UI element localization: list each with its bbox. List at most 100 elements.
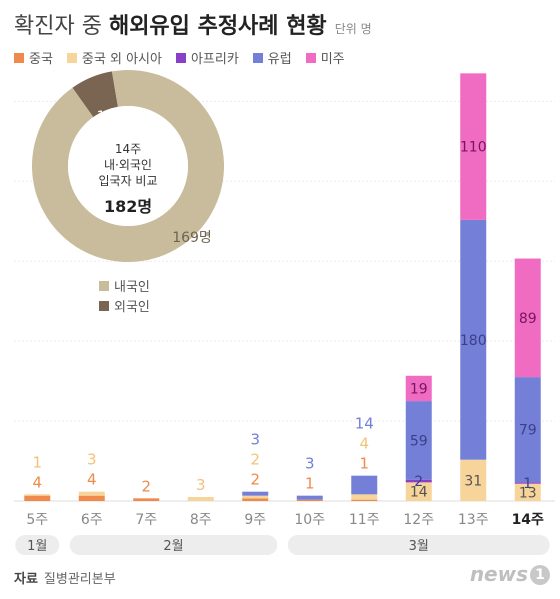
source-label: 자료 <box>14 572 38 587</box>
bar-value-label: 59 <box>410 433 428 449</box>
x-tick-label: 8주 <box>190 512 212 528</box>
bar-value-label: 31 <box>464 473 482 489</box>
bar-segment <box>187 497 214 501</box>
month-pill <box>15 535 60 555</box>
legend-label: 유럽 <box>267 52 292 67</box>
legend-item: 중국 외 아시아 <box>66 48 162 67</box>
pie-legend-swatch <box>99 301 109 311</box>
legend-swatch <box>175 52 186 63</box>
bar-value-label: 79 <box>519 423 537 439</box>
bar-segment <box>78 495 105 501</box>
source-text: 질병관리본부 <box>43 572 116 587</box>
legend-label: 미주 <box>320 52 345 67</box>
legend-label: 아프리카 <box>190 52 239 67</box>
bar-segment <box>405 482 432 501</box>
bar-value-label: 4 <box>359 435 369 453</box>
x-tick-label: 5주 <box>26 512 48 528</box>
source: 자료 질병관리본부 <box>14 568 116 587</box>
bar-segment <box>133 498 160 501</box>
x-tick-label: 6주 <box>81 512 103 528</box>
legend-swatch <box>14 52 24 63</box>
pie-slice-label: 13명 <box>97 109 128 125</box>
bar-segment <box>296 499 323 501</box>
x-tick-label: 11주 <box>349 512 380 528</box>
news1-logo: news 1 <box>470 562 550 586</box>
bar-value-label: 3 <box>196 476 206 494</box>
bar-value-label: 14 <box>355 415 374 433</box>
bar-segment <box>405 479 432 483</box>
month-label: 1월 <box>27 539 47 554</box>
x-tick-label: 13주 <box>458 512 489 528</box>
bar-value-label: 3 <box>87 451 97 469</box>
bar-segment <box>296 495 323 500</box>
legend-label: 중국 외 아시아 <box>81 52 162 67</box>
bar-segment <box>405 401 432 480</box>
legend-swatch <box>305 52 316 63</box>
x-tick-label: 14주 <box>512 512 544 528</box>
bar-segment <box>460 219 487 460</box>
legend-swatch <box>66 52 77 63</box>
chart-title: 확진자 중 해외유입 추정사례 현황 단위 명 <box>14 8 372 40</box>
legend-swatch <box>252 52 263 63</box>
bar-segment <box>514 377 541 483</box>
legend-item: 유럽 <box>252 48 292 67</box>
pie-legend-label: 내국인 <box>114 280 150 295</box>
x-tick-label: 12주 <box>403 512 434 528</box>
legend-item: 중국 <box>14 48 53 67</box>
bar-value-label: 3 <box>305 455 315 473</box>
unit-label: 단위 명 <box>334 22 372 36</box>
bar-segment <box>460 73 487 220</box>
month-label: 3월 <box>409 539 429 554</box>
donut-hole <box>68 106 188 226</box>
x-tick-label: 9주 <box>244 512 266 528</box>
donut-center-text: 입국자 비교 <box>98 174 157 188</box>
month-label: 2월 <box>163 539 183 554</box>
donut-center-total: 182명 <box>104 197 152 216</box>
bar-segment <box>405 375 432 402</box>
bar-value-label: 4 <box>32 473 42 491</box>
bar-value-label: 3 <box>250 431 260 449</box>
bar-value-label: 2 <box>414 474 423 490</box>
bar-segment <box>78 491 105 496</box>
bar-value-label: 14 <box>410 485 428 501</box>
logo-mark: 1 <box>530 565 550 585</box>
pie-slice-label: 169명 <box>172 230 212 246</box>
pie-legend-label: 외국인 <box>114 300 150 315</box>
pie-slice <box>72 71 118 118</box>
legend-label: 중국 <box>29 52 53 67</box>
donut-center-text: 내·외국인 <box>104 158 152 172</box>
legend-item: 아프리카 <box>175 48 239 67</box>
legend: 중국 중국 외 아시아 아프리카 유럽 미주 <box>14 48 345 67</box>
bar-value-label: 2 <box>250 451 260 469</box>
bar-segment <box>242 495 269 499</box>
bar-value-label: 1 <box>32 453 42 471</box>
bar-segment <box>351 494 378 500</box>
legend-item: 미주 <box>305 48 345 67</box>
bar-value-label: 89 <box>519 311 537 327</box>
x-tick-label: 7주 <box>135 512 157 528</box>
bar-segment <box>460 459 487 501</box>
x-tick-label: 10주 <box>294 512 325 528</box>
bar-value-label: 2 <box>141 477 151 495</box>
pie-legend-swatch <box>99 281 109 291</box>
bar-value-label: 4 <box>87 471 97 489</box>
bar-segment <box>514 258 541 378</box>
bar-value-label: 2 <box>250 471 260 489</box>
bar-value-label: 19 <box>410 381 428 397</box>
bar-segment <box>242 491 269 496</box>
bar-segment <box>351 499 378 501</box>
bar-segment <box>242 498 269 501</box>
bar-segment <box>514 482 541 484</box>
bar-value-label: 1 <box>359 455 369 473</box>
title-bold: 해외유입 추정사례 현황 <box>108 14 327 39</box>
bar-segment <box>514 483 541 501</box>
month-pill <box>69 535 278 555</box>
bar-value-label: 1 <box>523 476 532 492</box>
donut-center-text: 14주 <box>115 142 141 156</box>
bar-value-label: 1 <box>305 475 315 493</box>
logo-text: news <box>469 562 528 586</box>
title-light: 확진자 중 <box>14 14 109 39</box>
bar-value-label: 110 <box>460 140 487 156</box>
